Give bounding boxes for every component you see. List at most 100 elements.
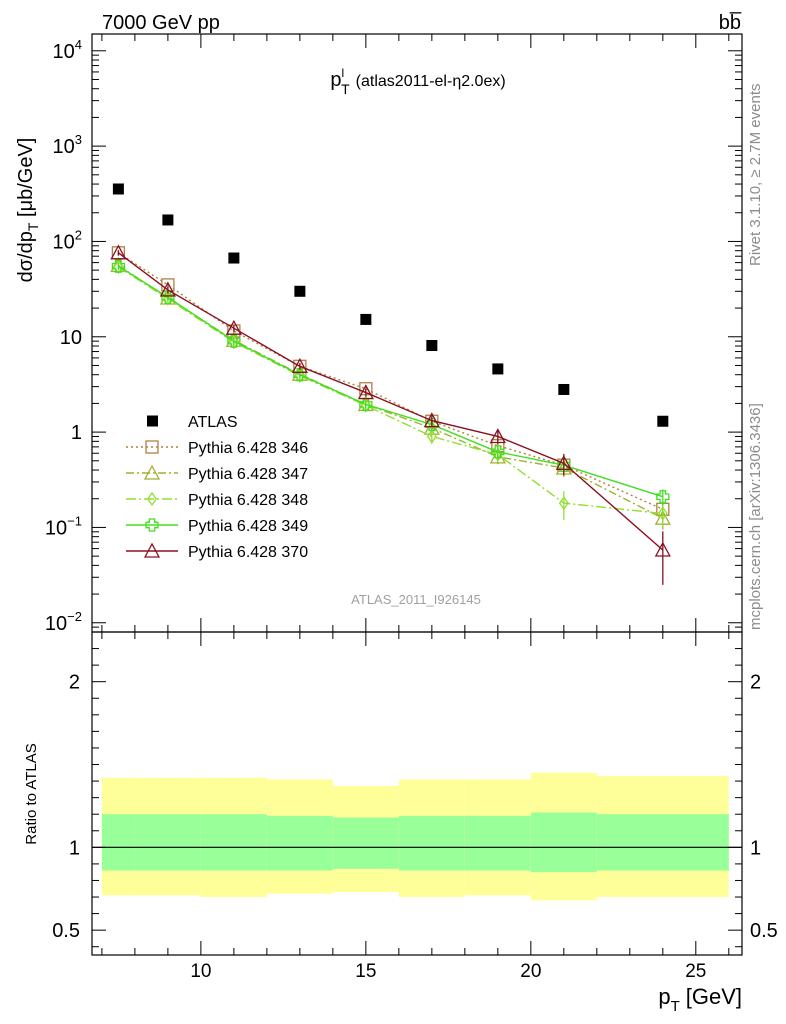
series-marker (657, 506, 668, 521)
y-tick-exp: 4 (75, 37, 82, 52)
y-tick-label: 104 (53, 37, 82, 63)
ratio-bands (92, 772, 742, 901)
ratio-band-inner (596, 814, 729, 871)
y-tick-base: 10 (53, 136, 75, 158)
atlas-point (492, 363, 504, 375)
x-label-unit: [GeV] (686, 984, 742, 1009)
x-tick-label: 10 (190, 961, 211, 982)
series-marker (489, 428, 506, 444)
ratio-y-tick-label-right: 1 (750, 837, 761, 859)
y-tick-label: 10−2 (45, 609, 82, 635)
ratio-y-tick-label-left: 2 (69, 672, 80, 694)
y-tick-base: 10 (45, 517, 67, 539)
legend-label: Pythia 6.428 370 (188, 544, 308, 561)
legend-label: Pythia 6.428 346 (188, 440, 308, 457)
ratio-band-inner (266, 815, 333, 871)
series-marker (162, 291, 173, 306)
series-marker (555, 454, 572, 471)
y-tick-exp: 2 (75, 227, 82, 242)
atlas-point (426, 339, 438, 351)
atlas-point (558, 383, 570, 395)
series-marker (111, 259, 126, 273)
ratio-x-axis: 10 15 20 25 (101, 632, 730, 982)
atlas-point (294, 285, 306, 297)
main-panel: pl T (atlas2011-el-η2.0ex) 10−210−11101021… (15, 33, 743, 635)
legend: ATLAS Pythia 6.428 346 Pythia 6.428 347 Pyt… (126, 414, 308, 561)
series-marker (558, 495, 569, 511)
atlas-point (360, 313, 372, 325)
series-marker (291, 357, 308, 373)
series-marker (423, 412, 440, 428)
ratio-band-inner (464, 815, 531, 871)
x-tick-label: 20 (520, 961, 541, 982)
legend-atlas-marker (147, 415, 158, 427)
y-tick-label: 10 (60, 327, 82, 349)
series-marker (227, 334, 241, 348)
y-tick-base: 10 (53, 231, 75, 253)
ratio-y-tick-label-right: 0.5 (750, 920, 778, 942)
ratio-band-inner (134, 814, 201, 871)
y-tick-exp: 3 (75, 132, 82, 147)
y-tick-label: 102 (53, 227, 82, 253)
ratio-frame (91, 631, 743, 956)
legend-marker (145, 440, 159, 454)
main-frame (91, 33, 743, 633)
side-text-top: Rivet 3.1.10, ≥ 2.7M events (747, 84, 764, 267)
header-left: 7000 GeV pp (102, 12, 220, 34)
ratio-y-axis: 0.5 0.5 1 1 2 2 (52, 648, 778, 948)
series-marker (357, 384, 374, 400)
main-title-rest: (atlas2011-el-η2.0ex) (356, 73, 506, 90)
x-axis-label: pT [GeV] (658, 984, 742, 1015)
main-x-axis (101, 34, 730, 632)
series-line (118, 252, 664, 510)
y-tick-exp: −1 (67, 513, 82, 528)
legend-label: Pythia 6.428 347 (188, 466, 308, 483)
x-tick-label: 15 (355, 961, 376, 982)
legend-marker (143, 542, 161, 558)
atlas-data-layer (112, 183, 669, 427)
ratio-y-tick-label-left: 1 (69, 837, 80, 859)
legend-marker (143, 464, 161, 480)
ratio-band-inner (101, 814, 135, 871)
y-tick-exp: −2 (67, 609, 82, 624)
series-marker (359, 397, 373, 412)
main-title-sup: l (341, 66, 344, 80)
series-marker (110, 244, 127, 260)
y-tick-base: 10 (45, 613, 67, 635)
atlas-point (228, 252, 240, 264)
atlas-point (162, 214, 174, 226)
side-text-bottom: mcplots.cern.ch [arXiv:1306.3436] (747, 403, 764, 630)
ratio-band-inner (200, 814, 267, 871)
main-title-p: p (330, 69, 341, 91)
main-y-label: dσ/dpT [μb/GeV] (15, 138, 41, 283)
y-tick-label: 1 (71, 422, 82, 444)
series-marker (113, 259, 124, 275)
ratio-y-tick-label-right: 2 (750, 672, 761, 694)
series-marker (426, 429, 437, 444)
series-marker (656, 490, 670, 504)
series-marker (159, 281, 176, 297)
x-tick-label: 25 (685, 961, 706, 982)
ratio-band-inner (398, 815, 465, 871)
x-label-p: p (658, 984, 670, 1009)
main-title-sub: T (341, 81, 350, 97)
series-marker (654, 541, 671, 557)
legend-label: Pythia 6.428 348 (188, 492, 308, 509)
atlas-point (657, 415, 669, 427)
ratio-y-tick-label-left: 0.5 (52, 920, 80, 942)
legend-marker (147, 491, 157, 507)
y-tick-base: 10 (53, 41, 75, 63)
ratio-y-label: Ratio to ATLAS (23, 743, 40, 844)
main-title: pl T (atlas2011-el-η2.0ex) (330, 66, 505, 97)
ratio-band-inner (530, 812, 597, 873)
legend-marker (145, 518, 159, 532)
atlas-point (112, 183, 124, 195)
legend-label: Pythia 6.428 349 (188, 518, 308, 535)
series-marker (491, 445, 505, 459)
header-right: bb̅ (719, 11, 742, 34)
ratio-band-inner (332, 817, 399, 869)
legend-label: ATLAS (188, 414, 238, 431)
y-tick-label: 10−1 (45, 513, 82, 539)
